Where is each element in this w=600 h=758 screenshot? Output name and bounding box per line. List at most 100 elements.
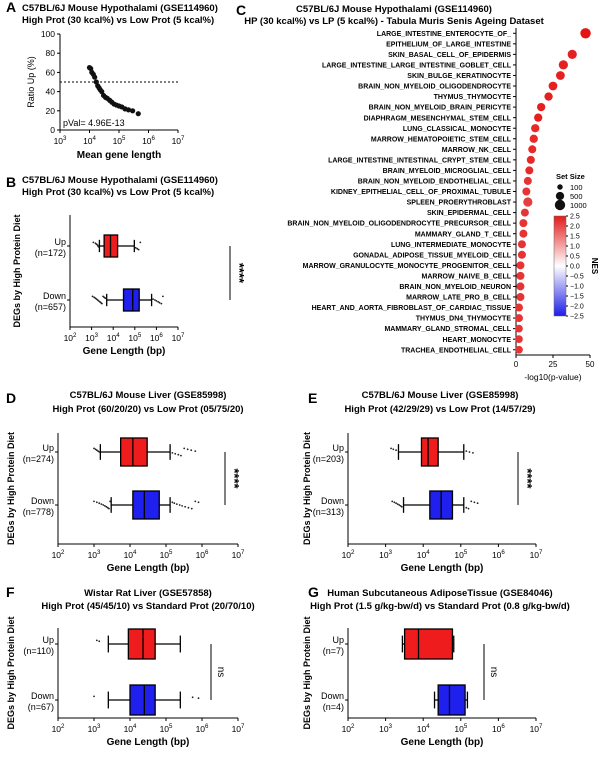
panel-c-category-label: TRACHEA_ENDOTHELIAL_CELL — [401, 347, 512, 354]
panel-b-up-n-label: (n=172) — [35, 248, 66, 258]
panel-a-y-tick-label: 60 — [46, 67, 56, 77]
panel-c-dot — [516, 271, 525, 280]
panel-e-down-outlier — [391, 500, 394, 503]
panel-g-y-label: DEGs by High Protein Diet — [302, 616, 312, 729]
panel-c-dot — [514, 303, 523, 312]
panel-c-category-label: BRAIN_NON_MYELOID_ENDOTHELIAL_CELL — [358, 179, 512, 186]
panel-f-up-outlier — [95, 639, 98, 642]
panel-b-up-outlier — [136, 247, 139, 250]
panel-g-down-box — [437, 684, 466, 716]
panel-f-up-group-label: Up — [42, 635, 54, 645]
panel-d-down-outlier — [98, 502, 101, 505]
panel-d-x-tick-label: 102 — [52, 549, 65, 560]
panel-c-dot — [544, 92, 553, 101]
panel-f-x-tick-label: 103 — [88, 723, 101, 734]
panel-d-down-outlier — [184, 505, 187, 508]
panel-c-category-label: MARROW_HEMATOPOIETIC_STEM_CELL — [371, 136, 512, 143]
panel-f-significance-label: ns — [215, 667, 226, 678]
panel-g-up-group-label: Up — [332, 635, 344, 645]
panel-c-category-label: SKIN_BASAL_CELL_OF_EPIDERMIS — [388, 52, 511, 59]
panel-d-subtitle: High Prot (60/20/20) vs Low Prot (05/75/… — [52, 404, 243, 415]
panel-c-category-label: HEART_AND_AORTA_FIBROBLAST_OF_CARDIAC_TI… — [312, 305, 512, 312]
panel-c-nes-tick-label: 1.0 — [570, 244, 580, 251]
panel-d-down-n-label: (n=778) — [23, 507, 54, 517]
panel-b-x-label: Gene Length (bp) — [83, 346, 166, 357]
panel-c-category-label: SKIN_BULGE_KERATINOCYTE — [407, 73, 511, 80]
panel-d-down-outlier — [197, 501, 200, 504]
panel-e-subtitle: High Prot (42/29/29) vs Low Prot (14/57/… — [344, 404, 535, 415]
panel-b-x-tick-label: 107 — [172, 332, 185, 343]
panel-g-x-tick-label: 107 — [530, 723, 543, 734]
panel-e-up-box — [420, 437, 439, 467]
panel-c-category-label: BRAIN_NON_MYELOID_NEURON — [399, 284, 511, 291]
panel-c-dot — [515, 335, 523, 344]
panel-c-dot — [548, 81, 558, 91]
panel-d-down-group-label: Down — [31, 496, 54, 506]
panel-e-down-outlier — [473, 501, 476, 504]
panel-c-category-label: MARROW_NAIVE_B_CELL — [422, 273, 512, 280]
panel-b-down-outlier — [91, 295, 94, 298]
panel-a-pvalue: pVal= 4.96E-13 — [63, 118, 125, 128]
panel-c-category-label: BRAIN_MYELOID_MICROGLIAL_CELL — [383, 168, 512, 175]
panel-d-down-outlier — [194, 500, 197, 503]
panel-c-nes-tick-label: −2.5 — [570, 314, 584, 321]
panel-c-dot — [529, 134, 538, 143]
panel-c-size-legend-label: 500 — [570, 192, 583, 201]
panel-f-x-label: Gene Length (bp) — [107, 737, 190, 748]
panel-c-nes-tick-label: 1.5 — [570, 234, 580, 241]
panel-label-a: A — [6, 0, 16, 15]
panel-c-category-label: SKIN_EPIDERMAL_CELL — [427, 210, 512, 217]
panel-d-down-outlier — [103, 505, 106, 507]
panel-b-down-outlier — [152, 298, 154, 300]
panel-c-category-label: THYMUS_THYMOCYTE — [434, 94, 512, 101]
panel-b-down-outlier — [157, 300, 160, 303]
panel-b-x-tick-label: 103 — [85, 332, 98, 343]
panel-g-significance-label: ns — [488, 667, 499, 678]
panel-f-up-outlier — [98, 640, 101, 643]
panel-a-x-tick-label: 103 — [54, 135, 67, 146]
panel-a-point — [92, 74, 98, 80]
panel-c-subtitle: HP (30 kcal%) vs LP (5 kcal%) - Tabula M… — [244, 16, 544, 27]
panel-e-x-tick-label: 104 — [417, 549, 430, 560]
panel-b-x-tick-label: 104 — [107, 332, 120, 343]
panel-d-up-outlier — [98, 451, 101, 453]
panel-g-subtitle: High Prot (1.5 g/kg-bw/d) vs Standard Pr… — [310, 601, 570, 612]
panel-c-dot — [516, 292, 525, 301]
panel-f-x-tick-label: 104 — [124, 723, 137, 734]
panel-a-x-label: Mean gene length — [77, 150, 161, 161]
panel-a-y-tick-label: 0 — [50, 125, 55, 135]
panel-c-x-label: -log10(p-value) — [524, 372, 581, 382]
panel-a-title: C57BL/6J Mouse Hypothalami (GSE114960) — [22, 3, 218, 14]
panel-c-dot — [537, 102, 546, 112]
panel-c-category-label: LUNG_INTERMEDIATE_MONOCYTE — [391, 242, 511, 249]
panel-c-x-tick-label: 25 — [549, 360, 558, 369]
panel-d-down-outlier — [105, 505, 108, 508]
panel-c-category-label: LARGE_INTESTINE_LARGE_INTESTINE_GOBLET_C… — [322, 63, 512, 70]
panel-b-down-outlier — [158, 301, 161, 304]
panel-a-x-tick-label: 105 — [113, 135, 126, 146]
panel-c-size-legend-dot — [555, 191, 565, 201]
panel-c-dot — [520, 208, 529, 217]
panel-f-title: Wistar Rat Liver (GSE57858) — [84, 588, 212, 599]
panel-e-title: C57BL/6J Mouse Liver (GSE85998) — [362, 390, 519, 401]
panel-b-down-outlier — [93, 296, 95, 299]
panel-e-down-n-label: (n=313) — [313, 507, 344, 517]
panel-a-y-tick-label: 20 — [46, 106, 56, 116]
panel-e-x-tick-label: 106 — [492, 549, 505, 560]
panel-c-nes-tick-label: −2.0 — [570, 304, 584, 311]
panel-g-x-tick-label: 104 — [417, 723, 430, 734]
panel-c-category-label: MARROW_LATE_PRO_B_CELL — [406, 295, 512, 302]
panel-c-x-tick-label: 50 — [586, 360, 595, 369]
panel-b-x-tick-label: 105 — [128, 332, 141, 343]
panel-c-nes-tick-label: 2.0 — [570, 224, 580, 231]
panel-e-up-group-label: Up — [332, 443, 344, 453]
panel-g-x-tick-label: 103 — [379, 723, 392, 734]
panel-a-y-tick-label: 40 — [46, 87, 56, 97]
panel-g-x-tick-label: 105 — [454, 723, 467, 734]
panel-e-x-tick-label: 105 — [454, 549, 467, 560]
panel-d-x-tick-label: 103 — [88, 549, 101, 560]
panel-b-up-outlier — [134, 246, 137, 249]
panel-c-nes-tick-label: 0.5 — [570, 254, 580, 261]
panel-g-up-n-label: (n=7) — [323, 646, 344, 656]
panel-c-nes-tick-label: 2.5 — [570, 214, 580, 221]
